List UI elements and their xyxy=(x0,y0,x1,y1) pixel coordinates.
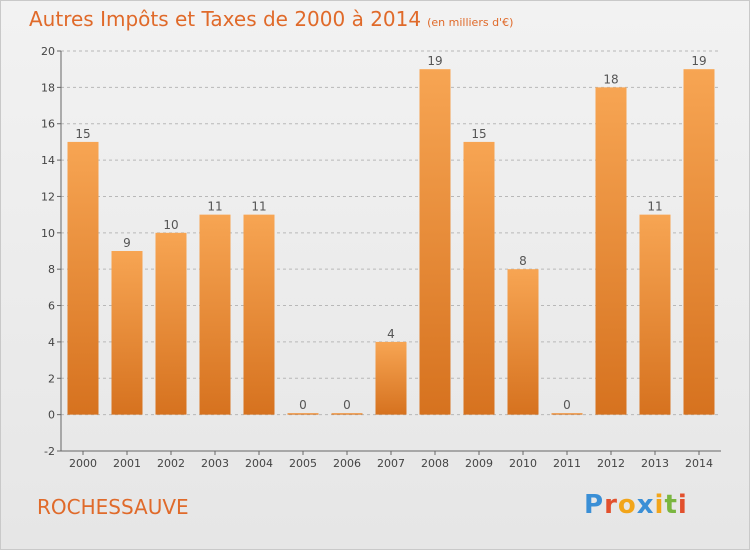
bar xyxy=(419,69,451,415)
brand-letter: P xyxy=(584,490,605,520)
data-label: 4 xyxy=(387,327,395,341)
y-tick-label: 10 xyxy=(41,227,55,240)
brand-logo: Proxiti xyxy=(584,490,688,520)
x-tick-label: 2008 xyxy=(421,457,449,470)
y-tick-label: 16 xyxy=(41,118,55,131)
brand-letter: t xyxy=(664,490,678,520)
data-label: 10 xyxy=(163,218,178,232)
data-label: 15 xyxy=(471,127,486,141)
bar xyxy=(67,141,99,415)
y-tick-label: 18 xyxy=(41,81,55,94)
y-tick-label: -2 xyxy=(44,445,55,458)
data-label: 19 xyxy=(691,54,706,68)
data-label: 18 xyxy=(603,72,618,86)
bar xyxy=(111,251,143,415)
bar xyxy=(639,214,671,415)
y-tick-label: 14 xyxy=(41,154,55,167)
bars xyxy=(67,69,715,415)
brand-letter: x xyxy=(636,490,655,520)
data-label: 11 xyxy=(647,200,662,214)
chart-unit: (en milliers d'€) xyxy=(427,16,514,29)
bar xyxy=(375,341,407,415)
bar xyxy=(243,214,275,415)
x-tick-label: 2005 xyxy=(289,457,317,470)
x-tick-label: 2007 xyxy=(377,457,405,470)
brand-letter: i xyxy=(677,490,688,520)
bar xyxy=(199,214,231,415)
y-tick-label: 6 xyxy=(48,300,55,313)
brand-letter: i xyxy=(654,490,665,520)
y-tick-label: 20 xyxy=(41,45,55,58)
brand-letter: o xyxy=(617,490,637,520)
y-tick-label: 2 xyxy=(48,372,55,385)
location-name: ROCHESSAUVE xyxy=(37,495,189,519)
y-tick-label: 12 xyxy=(41,190,55,203)
data-labels: 15 9 10 11 11 0 0 4 19 15 8 0 18 11 19 xyxy=(75,54,706,412)
bar xyxy=(507,269,539,415)
x-tick-label: 2002 xyxy=(157,457,185,470)
x-tick-label: 2001 xyxy=(113,457,141,470)
data-label: 15 xyxy=(75,127,90,141)
x-tick-label: 2011 xyxy=(553,457,581,470)
x-tick-label: 2013 xyxy=(641,457,669,470)
x-tick-label: 2012 xyxy=(597,457,625,470)
x-tick-label: 2000 xyxy=(69,457,97,470)
y-tick-labels: -2 0 2 4 6 8 10 12 14 16 18 20 xyxy=(41,45,55,458)
x-tick-label: 2009 xyxy=(465,457,493,470)
x-tick-label: 2003 xyxy=(201,457,229,470)
bar xyxy=(683,69,715,415)
data-label: 11 xyxy=(251,200,266,214)
data-label: 0 xyxy=(343,398,351,412)
y-tick-label: 4 xyxy=(48,336,55,349)
data-label: 11 xyxy=(207,200,222,214)
chart-title: Autres Impôts et Taxes de 2000 à 2014 (en… xyxy=(29,7,513,31)
data-label: 0 xyxy=(299,398,307,412)
data-label: 0 xyxy=(563,398,571,412)
x-tick-labels: 2000 2001 2002 2003 2004 2005 2006 2007 2008 2009… xyxy=(69,451,713,470)
x-tick-label: 2004 xyxy=(245,457,273,470)
data-label: 9 xyxy=(123,236,131,250)
data-label: 8 xyxy=(519,254,527,268)
x-tick-label: 2006 xyxy=(333,457,361,470)
x-tick-label: 2014 xyxy=(685,457,713,470)
x-tick-label: 2010 xyxy=(509,457,537,470)
bar xyxy=(551,413,583,415)
y-tick-label: 0 xyxy=(48,409,55,422)
bar xyxy=(463,141,495,415)
bar xyxy=(331,413,363,415)
data-label: 19 xyxy=(427,54,442,68)
bar xyxy=(155,232,187,415)
chart-title-text: Autres Impôts et Taxes de 2000 à 2014 xyxy=(29,7,422,31)
bar xyxy=(287,413,319,415)
bar xyxy=(595,87,627,415)
y-tick-label: 8 xyxy=(48,263,55,276)
brand-letter: r xyxy=(604,490,618,520)
